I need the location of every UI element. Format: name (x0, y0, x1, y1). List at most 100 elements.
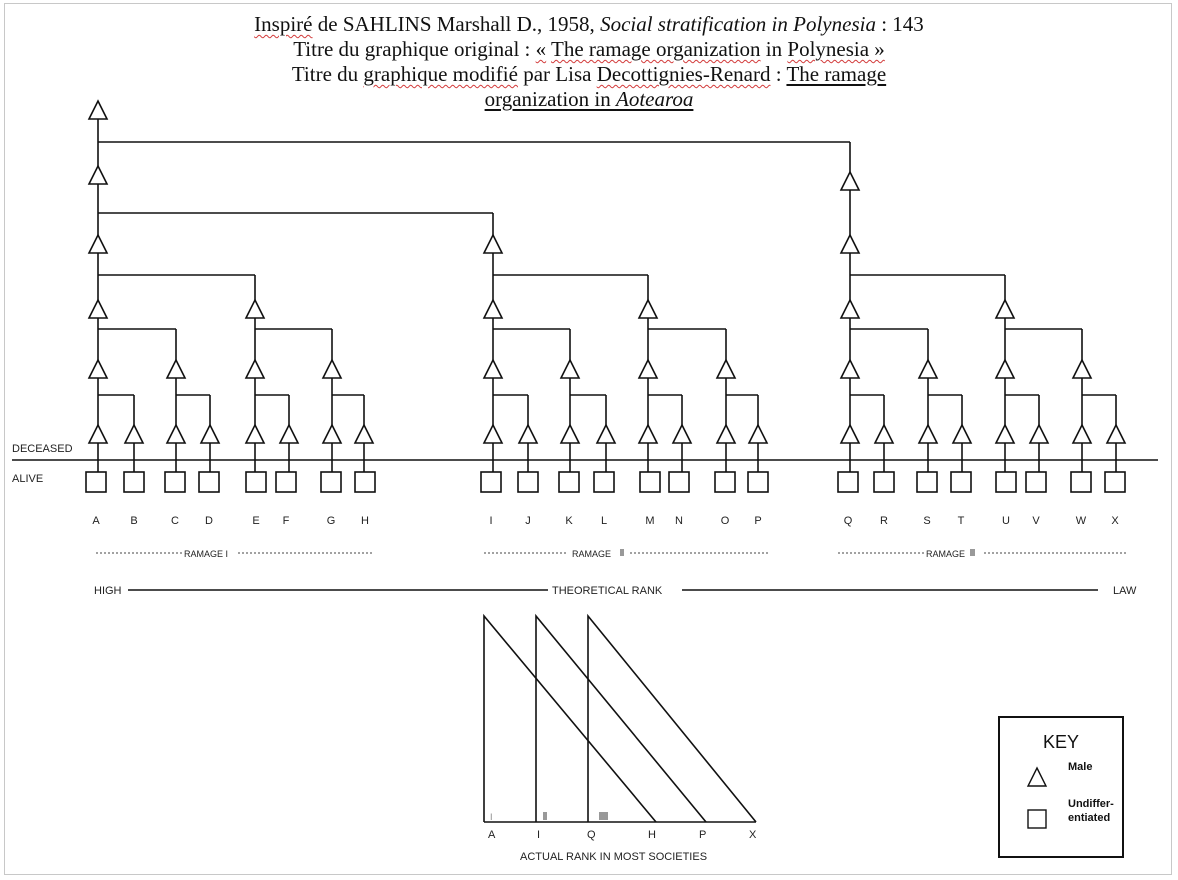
actual-rank-title: ACTUAL RANK IN MOST SOCIETIES (520, 851, 707, 863)
male-ancestor-triangle (244, 298, 266, 319)
male-ancestor-triangle (873, 423, 895, 444)
descendant-letter: A (92, 515, 100, 527)
alive-descendant-square (1070, 471, 1092, 493)
bottom-label-x: X (749, 829, 757, 841)
male-ancestor-triangle (637, 423, 659, 444)
male-ancestor-triangle (87, 358, 109, 379)
heading-line-3: Titre du graphique modifié par Lisa Deco… (291, 62, 887, 86)
marker-1: I (490, 812, 493, 822)
descendant-letter: O (721, 515, 730, 527)
male-ancestor-triangle (994, 298, 1016, 319)
descendant-letter: J (525, 515, 531, 527)
male-ancestor-triangle (1105, 423, 1127, 444)
key-title: KEY (1042, 732, 1080, 752)
descendant-letter: P (754, 515, 761, 527)
alive-descendant-square (198, 471, 220, 493)
bottom-label-q: Q (587, 829, 596, 841)
descendant-letter: W (1076, 515, 1087, 527)
alive-descendant-square (639, 471, 661, 493)
male-ancestor-triangle (482, 233, 504, 254)
key-undiff-label-2: entiated (1068, 812, 1111, 824)
ramage-2-numeral (620, 549, 624, 556)
rank-high-label: HIGH (94, 585, 122, 597)
descendant-letter: U (1002, 515, 1010, 527)
bottom-label-p: P (699, 829, 706, 841)
marker-2 (543, 812, 547, 820)
ramage-3-numeral (970, 549, 975, 556)
actual-rank-diagram: I A I Q H P X ACTUAL RANK IN MOST SOCIET… (483, 613, 757, 863)
bottom-label-h: H (648, 829, 656, 841)
key-male-label: Male (1068, 761, 1093, 773)
male-ancestor-triangle (559, 358, 581, 379)
male-ancestor-triangle (1028, 423, 1050, 444)
male-ancestor-triangle (715, 358, 737, 379)
descendant-letter: G (327, 515, 336, 527)
male-ancestor-triangle (244, 358, 266, 379)
figure-frame (4, 3, 1172, 875)
male-ancestor-triangle (87, 298, 109, 319)
male-ancestor-triangle (839, 358, 861, 379)
male-ancestor-triangle (87, 99, 109, 120)
male-ancestor-triangle (917, 423, 939, 444)
alive-descendant-square (747, 471, 769, 493)
alive-descendant-square (916, 471, 938, 493)
male-ancestor-triangle (595, 423, 617, 444)
ramage-1: RAMAGE I (96, 549, 372, 559)
alive-descendant-square (517, 471, 539, 493)
male-ancestor-triangle (482, 358, 504, 379)
alive-descendant-square (85, 471, 107, 493)
male-ancestor-triangle (839, 170, 861, 191)
male-ancestor-triangle (917, 358, 939, 379)
descent-tree (87, 99, 1127, 472)
key-box: KEY Male Undiffer- entiated (998, 716, 1124, 858)
alive-descendant-square (1104, 471, 1126, 493)
heading-line-1: Inspiré de SAHLINS Marshall D., 1958, So… (254, 12, 924, 36)
descendant-letter: I (489, 515, 492, 527)
male-ancestor-triangle (559, 423, 581, 444)
alive-descendant-square (837, 471, 859, 493)
male-ancestor-triangle (321, 423, 343, 444)
alive-descendant-square (668, 471, 690, 493)
undifferentiated-square-icon (1027, 809, 1047, 829)
alive-descendant-square (995, 471, 1017, 493)
deceased-label: DECEASED (12, 443, 73, 455)
rank-triangle-1 (483, 613, 657, 823)
descendant-letter: X (1111, 515, 1119, 527)
male-ancestor-triangle (165, 358, 187, 379)
male-ancestor-triangle (123, 423, 145, 444)
descendant-letter: F (283, 515, 290, 527)
theoretical-rank-label: THEORETICAL RANK (552, 585, 663, 597)
figure-heading: Inspiré de SAHLINS Marshall D., 1958, So… (0, 12, 1178, 112)
alive-descendant-square (123, 471, 145, 493)
rank-low-label: LAW (1113, 585, 1137, 597)
male-ancestor-triangle (87, 164, 109, 185)
descendant-letter: T (958, 515, 965, 527)
male-ancestor-triangle (1071, 358, 1093, 379)
marker-3 (599, 812, 608, 820)
alive-descendant-square (480, 471, 502, 493)
male-ancestor-triangle (353, 423, 375, 444)
alive-descendant-square (354, 471, 376, 493)
descendant-letter: H (361, 515, 369, 527)
descendant-letter: C (171, 515, 179, 527)
ramage-1-label: RAMAGE I (184, 549, 228, 559)
bottom-label-i: I (537, 829, 540, 841)
alive-descendant-square (320, 471, 342, 493)
male-ancestor-triangle (244, 423, 266, 444)
ramage-2-label: RAMAGE (572, 549, 611, 559)
alive-descendant-square (1025, 471, 1047, 493)
ramage-3-label: RAMAGE (926, 549, 965, 559)
male-ancestor-triangle (994, 358, 1016, 379)
alive-descendant-square (593, 471, 615, 493)
alive-descendant-square (275, 471, 297, 493)
alive-descendant-square (164, 471, 186, 493)
male-ancestor-triangle (517, 423, 539, 444)
male-ancestor-triangle (839, 423, 861, 444)
male-ancestor-triangle (482, 423, 504, 444)
alive-descendant-square (245, 471, 267, 493)
male-ancestor-triangle (747, 423, 769, 444)
alive-descendant-square (558, 471, 580, 493)
alive-descendant-square (714, 471, 736, 493)
alive-descendant-square (873, 471, 895, 493)
male-ancestor-triangle (199, 423, 221, 444)
